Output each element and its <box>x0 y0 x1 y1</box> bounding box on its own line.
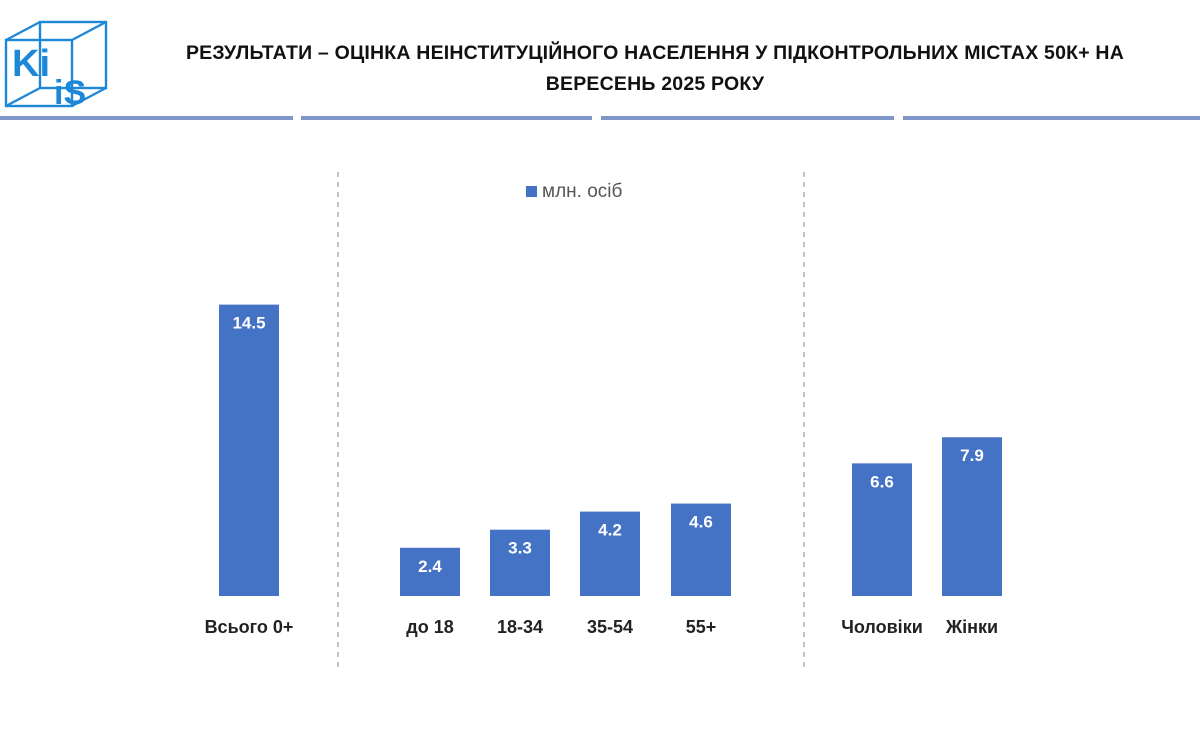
category-label-5: Чоловіки <box>841 617 923 637</box>
bar-2 <box>490 529 550 596</box>
page-title: РЕЗУЛЬТАТИ – ОЦІНКА НЕІНСТИТУЦІЙНОГО НАС… <box>140 38 1170 100</box>
bar-4 <box>671 503 731 596</box>
category-label-1: до 18 <box>406 617 453 637</box>
bar-value-label-1: 2.4 <box>418 557 442 576</box>
logo-text-is: iS <box>54 74 86 110</box>
bar-3 <box>580 511 640 596</box>
bar-0 <box>219 304 279 596</box>
category-label-3: 35-54 <box>587 617 633 637</box>
header-rule-3 <box>601 116 894 120</box>
bar-5 <box>852 463 912 596</box>
bar-value-label-4: 4.6 <box>689 513 713 532</box>
category-label-6: Жінки <box>945 617 998 637</box>
legend-label: млн. осіб <box>542 181 622 202</box>
kiis-logo: Ki iS <box>4 20 108 110</box>
header-rule-4 <box>903 116 1200 120</box>
category-label-2: 18-34 <box>497 617 543 637</box>
bar-1 <box>400 547 460 596</box>
header-rule-2 <box>301 116 592 120</box>
header-rule-1 <box>0 116 293 120</box>
bar-value-label-5: 6.6 <box>870 472 894 491</box>
logo-text-ki: Ki <box>12 43 50 85</box>
category-label-4: 55+ <box>686 617 717 637</box>
bar-6 <box>942 437 1002 596</box>
bar-value-label-6: 7.9 <box>960 446 984 465</box>
title-line-2: ВЕРЕСЕНЬ 2025 РОКУ <box>545 73 765 95</box>
bar-value-label-0: 14.5 <box>232 314 265 333</box>
bar-value-label-3: 4.2 <box>598 521 622 540</box>
legend-swatch <box>526 186 537 197</box>
bar-value-label-2: 3.3 <box>508 539 532 558</box>
category-label-0: Всього 0+ <box>205 617 294 637</box>
title-line-1: РЕЗУЛЬТАТИ – ОЦІНКА НЕІНСТИТУЦІЙНОГО НАС… <box>185 42 1125 64</box>
